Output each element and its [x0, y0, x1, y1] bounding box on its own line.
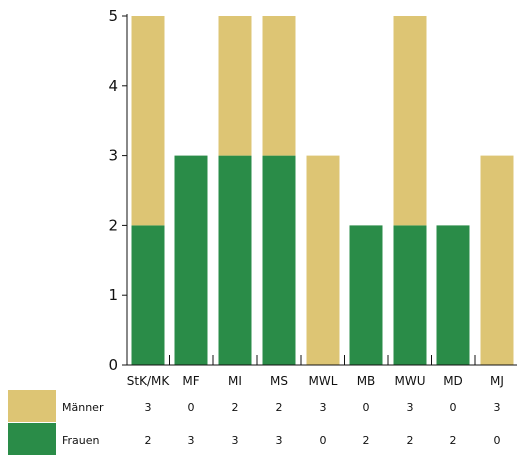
x-tick-label: MJ [490, 374, 504, 388]
y-tick-label: 4 [108, 77, 118, 95]
table-cell-maenner: 0 [188, 401, 195, 414]
x-tick-label: MD [443, 374, 463, 388]
bar-frauen-7 [436, 225, 470, 365]
bar-frauen-2 [218, 155, 252, 365]
data-table: Männer 3 0 2 2 3 0 3 0 3 Frauen 2 3 3 3 0 2 2 2 0 [8, 390, 501, 455]
x-tick-label: MS [270, 374, 288, 388]
bar-maenner-6 [393, 16, 427, 226]
x-tick-label: MF [182, 374, 199, 388]
bar-maenner-8 [480, 155, 514, 365]
table-cell-maenner: 3 [407, 401, 414, 414]
bar-frauen-3 [262, 155, 296, 365]
table-cell-maenner: 3 [494, 401, 501, 414]
bar-maenner-3 [262, 16, 296, 156]
x-tick-label: StK/MK [127, 374, 171, 388]
table-cell-frauen: 2 [450, 434, 457, 447]
y-tick-label: 2 [108, 216, 118, 234]
x-tick-label: MWL [309, 374, 338, 388]
x-axis: StK/MK MF MI MS MWL MB MWU MD MJ [127, 355, 517, 388]
bar-frauen-6 [393, 225, 427, 365]
y-tick-label: 0 [108, 356, 118, 374]
table-cell-frauen: 2 [145, 434, 152, 447]
table-cell-maenner: 3 [145, 401, 152, 414]
x-tick-label: MB [357, 374, 376, 388]
table-cell-maenner: 2 [276, 401, 283, 414]
bar-frauen-0 [131, 225, 165, 365]
legend-label-frauen: Frauen [62, 434, 100, 447]
legend-label-maenner: Männer [62, 401, 104, 414]
y-tick-label: 3 [108, 147, 118, 165]
y-axis: 0 1 2 3 4 5 [108, 7, 128, 374]
table-cell-frauen: 3 [276, 434, 283, 447]
table-cell-frauen: 0 [494, 434, 501, 447]
bars-group [131, 16, 514, 365]
y-tick-label: 1 [108, 286, 118, 304]
table-cell-maenner: 3 [320, 401, 327, 414]
x-tick-label: MI [228, 374, 242, 388]
legend-swatch-frauen [8, 423, 56, 455]
table-cell-maenner: 0 [363, 401, 370, 414]
table-cell-frauen: 3 [232, 434, 239, 447]
table-cell-frauen: 3 [188, 434, 195, 447]
table-cell-maenner: 2 [232, 401, 239, 414]
table-cell-frauen: 0 [320, 434, 327, 447]
table-cell-frauen: 2 [407, 434, 414, 447]
bar-frauen-5 [349, 225, 383, 365]
bar-frauen-1 [174, 155, 208, 365]
legend-swatch-maenner [8, 390, 56, 422]
table-cell-maenner: 0 [450, 401, 457, 414]
bar-maenner-2 [218, 16, 252, 156]
table-cell-frauen: 2 [363, 434, 370, 447]
bar-maenner-4 [306, 155, 340, 365]
y-tick-label: 5 [108, 7, 118, 25]
x-tick-label: MWU [394, 374, 425, 388]
bar-maenner-0 [131, 16, 165, 226]
